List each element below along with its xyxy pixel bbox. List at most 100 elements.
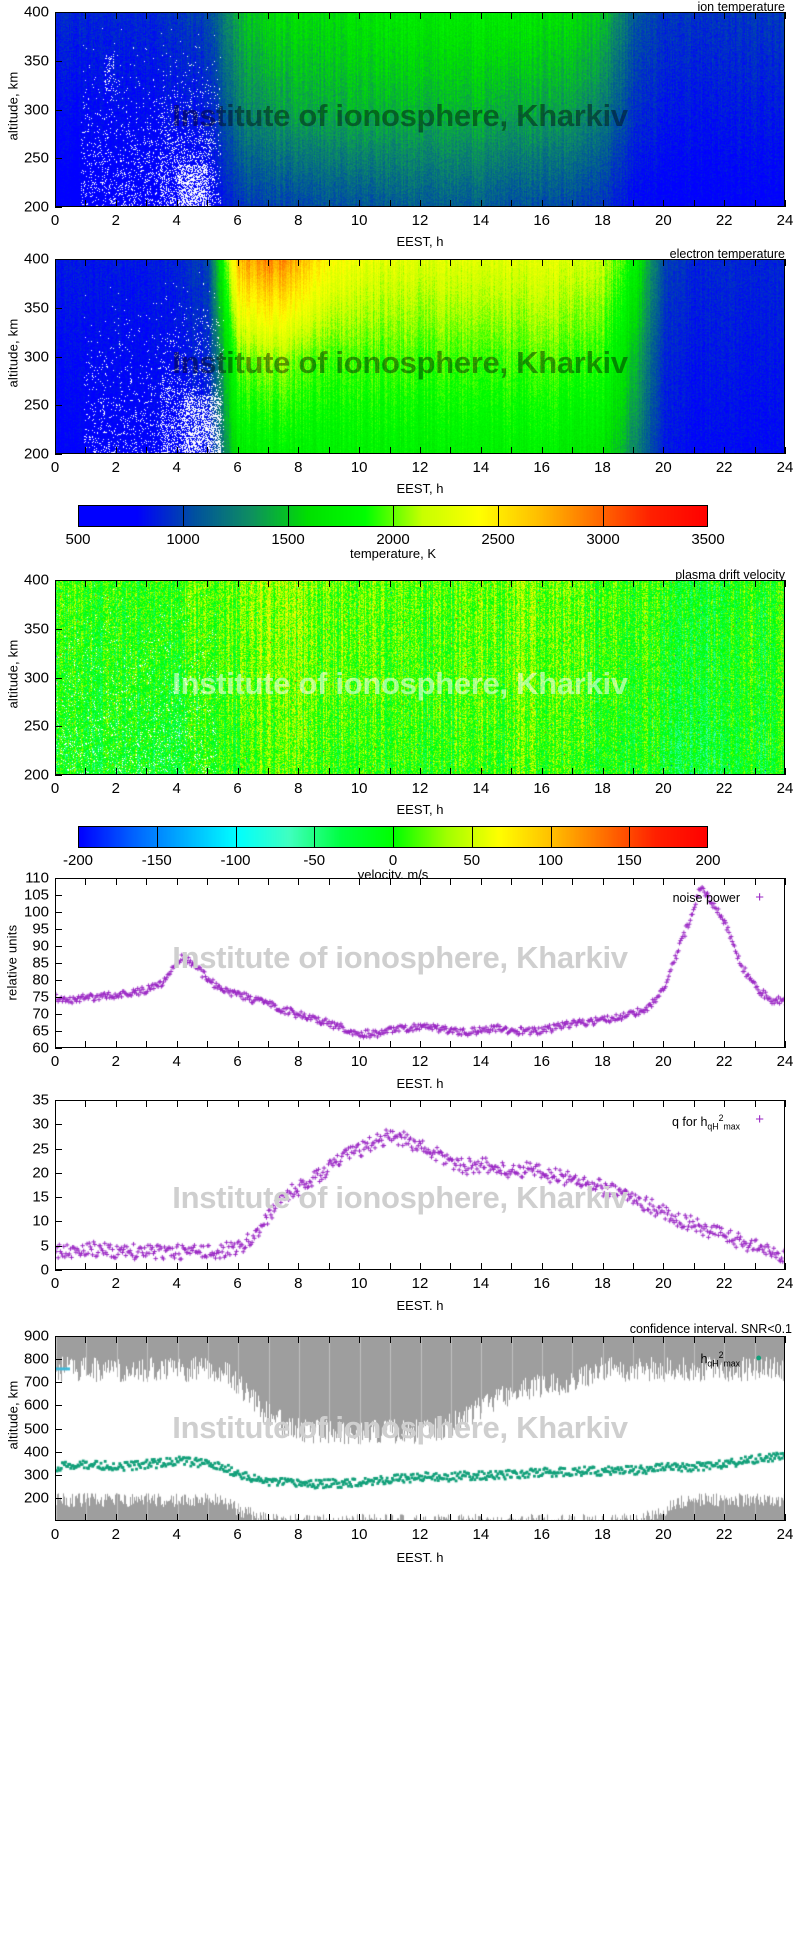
colorbar-tick-mark <box>498 505 499 527</box>
x-tick-mark <box>55 447 56 454</box>
x-tick-mark-top <box>329 12 330 19</box>
x-tick-mark <box>694 1263 695 1270</box>
x-tick-label: 12 <box>411 1275 429 1292</box>
x-tick-mark <box>694 447 695 454</box>
x-tick-label: 22 <box>715 1526 733 1543</box>
x-tick-mark <box>85 768 86 775</box>
x-tick-mark <box>238 1263 239 1270</box>
x-tick-mark-top <box>785 259 786 266</box>
x-tick-label: 18 <box>594 459 611 476</box>
colorbar-tick-mark <box>551 826 552 848</box>
x-tick-label: 14 <box>472 459 490 476</box>
y-tick-mark <box>55 1197 62 1198</box>
x-tick-mark <box>694 200 695 207</box>
x-tick-mark <box>633 1041 634 1048</box>
x-tick-mark-top <box>542 1336 543 1343</box>
x-tick-mark <box>785 768 786 775</box>
x-tick-mark-top <box>207 580 208 587</box>
x-tick-mark <box>724 447 725 454</box>
y-tick-mark <box>55 308 62 309</box>
x-tick-mark-top <box>511 878 512 885</box>
x-tick-label: 24 <box>776 1275 794 1292</box>
x-tick-mark <box>572 200 573 207</box>
x-axis-label-confidence-interval: EEST. h <box>396 1550 444 1565</box>
y-tick-mark <box>55 912 62 913</box>
x-tick-mark <box>511 447 512 454</box>
x-tick-mark <box>359 1514 360 1521</box>
y-tick-mark <box>55 405 62 406</box>
x-tick-mark-top <box>177 259 178 266</box>
x-tick-mark-top <box>694 1336 695 1343</box>
x-tick-mark <box>511 1263 512 1270</box>
x-tick-label: 16 <box>533 212 550 229</box>
x-tick-mark-top <box>694 580 695 587</box>
x-tick-mark <box>298 1514 299 1521</box>
x-tick-mark-top <box>298 1336 299 1343</box>
x-tick-mark-top <box>572 1100 573 1107</box>
x-tick-mark-top <box>785 1336 786 1343</box>
legend-marker-noise-power: + <box>755 889 764 906</box>
x-tick-label: 10 <box>350 780 368 797</box>
colorbar-tick-label: 200 <box>695 852 721 869</box>
x-tick-mark <box>146 1041 147 1048</box>
panel-title-ion-temperature: ion temperature <box>697 0 785 14</box>
x-tick-mark <box>511 1041 512 1048</box>
x-tick-label: 18 <box>594 780 611 797</box>
x-tick-mark-top <box>694 1100 695 1107</box>
y-tick-mark <box>55 963 62 964</box>
x-tick-mark-top <box>755 1336 756 1343</box>
x-tick-mark-top <box>481 1336 482 1343</box>
y-tick-label: 350 <box>23 299 49 317</box>
y-tick-mark <box>55 1100 62 1101</box>
x-tick-mark-top <box>755 259 756 266</box>
x-tick-mark <box>785 1514 786 1521</box>
x-tick-mark <box>55 200 56 207</box>
colorbar-tick-label: 50 <box>463 852 481 869</box>
x-tick-mark <box>603 447 604 454</box>
y-tick-label: 300 <box>23 348 49 365</box>
x-tick-mark-top <box>663 1336 664 1343</box>
y-tick-label: 90 <box>32 937 49 955</box>
x-tick-mark <box>481 1041 482 1048</box>
x-tick-mark <box>146 1514 147 1521</box>
y-tick-mark <box>55 207 62 208</box>
x-tick-mark-top <box>238 1336 239 1343</box>
x-tick-mark <box>85 1514 86 1521</box>
x-tick-label: 4 <box>172 459 181 476</box>
x-tick-label: 8 <box>294 1053 303 1070</box>
x-tick-label: 22 <box>715 1053 733 1070</box>
x-tick-mark-top <box>146 1100 147 1107</box>
x-tick-mark <box>55 1041 56 1048</box>
x-tick-mark-top <box>603 12 604 19</box>
x-tick-mark <box>572 1514 573 1521</box>
x-tick-label: 8 <box>294 1275 303 1292</box>
x-tick-mark-top <box>298 1100 299 1107</box>
x-tick-mark <box>207 447 208 454</box>
x-tick-mark-top <box>238 12 239 19</box>
x-tick-label: 0 <box>50 1275 60 1292</box>
x-tick-label: 8 <box>294 459 303 476</box>
x-tick-mark-top <box>572 12 573 19</box>
x-tick-mark <box>633 768 634 775</box>
x-tick-label: 2 <box>111 780 120 797</box>
x-tick-mark <box>329 1514 330 1521</box>
x-tick-mark <box>268 447 269 454</box>
x-tick-mark <box>207 200 208 207</box>
x-tick-label: 6 <box>233 459 242 476</box>
x-tick-mark-top <box>146 12 147 19</box>
colorbar-tick-label: -150 <box>141 852 172 869</box>
x-tick-label: 2 <box>111 1526 120 1543</box>
panel-title-electron-temperature: electron temperature <box>669 247 785 261</box>
x-tick-mark <box>268 768 269 775</box>
x-tick-mark-top <box>359 259 360 266</box>
x-tick-mark-top <box>207 259 208 266</box>
x-tick-mark <box>694 1514 695 1521</box>
y-tick-mark <box>55 1475 62 1476</box>
x-tick-mark <box>785 447 786 454</box>
x-tick-mark <box>755 200 756 207</box>
panel-title-plasma-drift-velocity: plasma drift velocity <box>675 568 785 582</box>
x-tick-mark <box>329 200 330 207</box>
y-tick-label: 0 <box>40 1261 49 1279</box>
x-tick-mark-top <box>177 1336 178 1343</box>
x-tick-mark-top <box>238 259 239 266</box>
